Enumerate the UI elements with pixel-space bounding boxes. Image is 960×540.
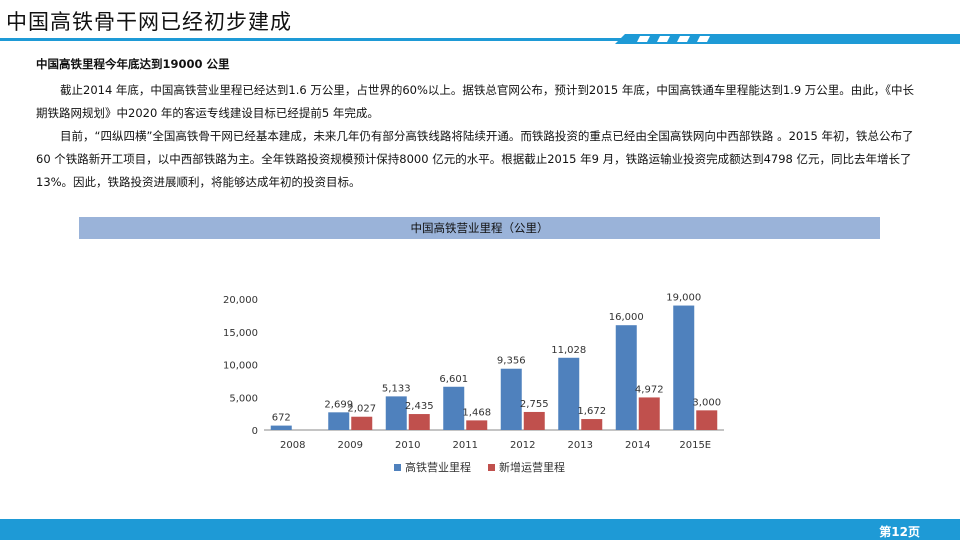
bar-total-mileage [558,357,580,430]
data-label: 2,755 [520,399,549,410]
data-label: 5,133 [382,383,411,394]
bar-total-mileage [385,396,407,430]
data-label: 2,699 [324,399,353,410]
legend-swatch [394,464,401,471]
bar-new-mileage [696,410,718,430]
bar-new-mileage [408,414,430,430]
data-label: 672 [272,413,291,424]
bar-new-mileage [523,411,545,430]
footer-bar [0,519,960,540]
x-tick-label: 2014 [625,440,650,451]
data-label: 1,672 [577,406,606,417]
x-tick-label: 2012 [510,440,535,451]
legend-swatch [488,464,495,471]
chart-caption: 中国高铁营业里程（公里） [79,217,880,239]
bar-new-mileage [581,419,603,430]
paragraph-1: 截止2014 年底，中国高铁营业里程已经达到1.6 万公里，占世界的60%以上。… [36,83,915,120]
bar-new-mileage [351,416,373,430]
page-number: 第12页 [879,525,920,539]
data-label: 2,027 [347,404,376,415]
bar-total-mileage [673,305,695,430]
x-tick-label: 2009 [338,440,363,451]
legend-label: 新增运营里程 [499,460,565,474]
header-divider [0,34,960,44]
data-label: 9,356 [497,356,526,367]
y-tick-label: 5,000 [229,393,258,404]
bar-total-mileage [328,412,350,430]
y-tick-label: 0 [252,426,258,437]
bar-total-mileage [615,325,637,430]
data-label: 4,972 [635,384,664,395]
x-tick-label: 2010 [395,440,420,451]
data-label: 6,601 [439,374,468,385]
y-tick-label: 10,000 [223,361,258,372]
bar-total-mileage [443,386,465,430]
data-label: 2,435 [405,401,434,412]
bar-new-mileage [466,420,488,430]
x-tick-label: 2008 [280,440,305,451]
x-tick-label: 2013 [568,440,593,451]
data-label: 11,028 [551,345,586,356]
data-label: 1,468 [462,407,491,418]
y-tick-label: 20,000 [223,295,258,306]
page-title: 中国高铁骨干网已经初步建成 [6,10,292,34]
data-label: 3,000 [692,397,721,408]
x-tick-label: 2015E [679,440,711,451]
data-label: 19,000 [666,293,701,304]
paragraph-2: 目前，“四纵四横”全国高铁骨干网已经基本建成，未来几年仍有部分高铁线路将陆续开通… [36,129,914,189]
bar-total-mileage [500,368,522,430]
x-tick-label: 2011 [453,440,478,451]
bar-total-mileage [270,425,292,430]
y-tick-label: 15,000 [223,328,258,339]
bar-new-mileage [638,397,660,430]
data-label: 16,000 [609,312,644,323]
section-subheading: 中国高铁里程今年底达到19000 公里 [36,57,230,71]
legend-label: 高铁营业里程 [405,460,471,474]
